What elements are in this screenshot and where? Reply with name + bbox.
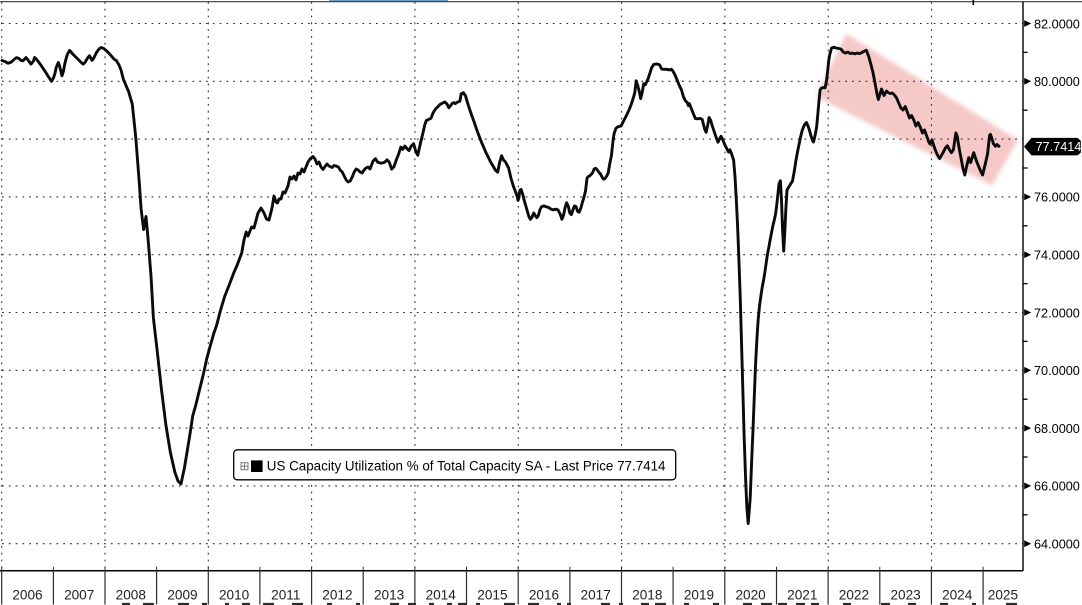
svg-text:2018: 2018 [632,588,662,603]
svg-text:2025: 2025 [988,588,1018,603]
svg-text:2021: 2021 [787,588,817,603]
svg-text:2017: 2017 [581,588,611,603]
svg-text:2013: 2013 [374,588,404,603]
svg-text:2012: 2012 [322,588,352,603]
svg-text:2024: 2024 [942,588,973,603]
svg-text:76.0000: 76.0000 [1034,191,1080,205]
svg-text:66.0000: 66.0000 [1034,480,1080,494]
svg-text:US Capacity Utilization % of T: US Capacity Utilization % of Total Capac… [267,459,666,474]
svg-text:2023: 2023 [890,588,920,603]
svg-text:82.0000: 82.0000 [1034,17,1080,31]
svg-text:2010: 2010 [219,588,250,603]
svg-text:2006: 2006 [12,588,42,603]
svg-text:72.0000: 72.0000 [1034,306,1080,320]
svg-text:77.7414: 77.7414 [1036,140,1082,154]
svg-text:2015: 2015 [477,588,507,603]
svg-text:74.0000: 74.0000 [1034,249,1080,263]
svg-text:70.0000: 70.0000 [1034,364,1080,378]
svg-text:2020: 2020 [735,588,766,603]
svg-text:2016: 2016 [529,588,559,603]
svg-text:2019: 2019 [684,588,714,603]
svg-text:64.0000: 64.0000 [1034,538,1080,552]
svg-text:2009: 2009 [167,588,197,603]
svg-text:80.0000: 80.0000 [1034,75,1080,89]
svg-text:2008: 2008 [116,588,146,603]
svg-text:2014: 2014 [426,588,457,603]
svg-text:2022: 2022 [839,588,869,603]
svg-text:68.0000: 68.0000 [1034,422,1080,436]
svg-text:2011: 2011 [271,588,300,603]
svg-text:2007: 2007 [64,588,94,603]
